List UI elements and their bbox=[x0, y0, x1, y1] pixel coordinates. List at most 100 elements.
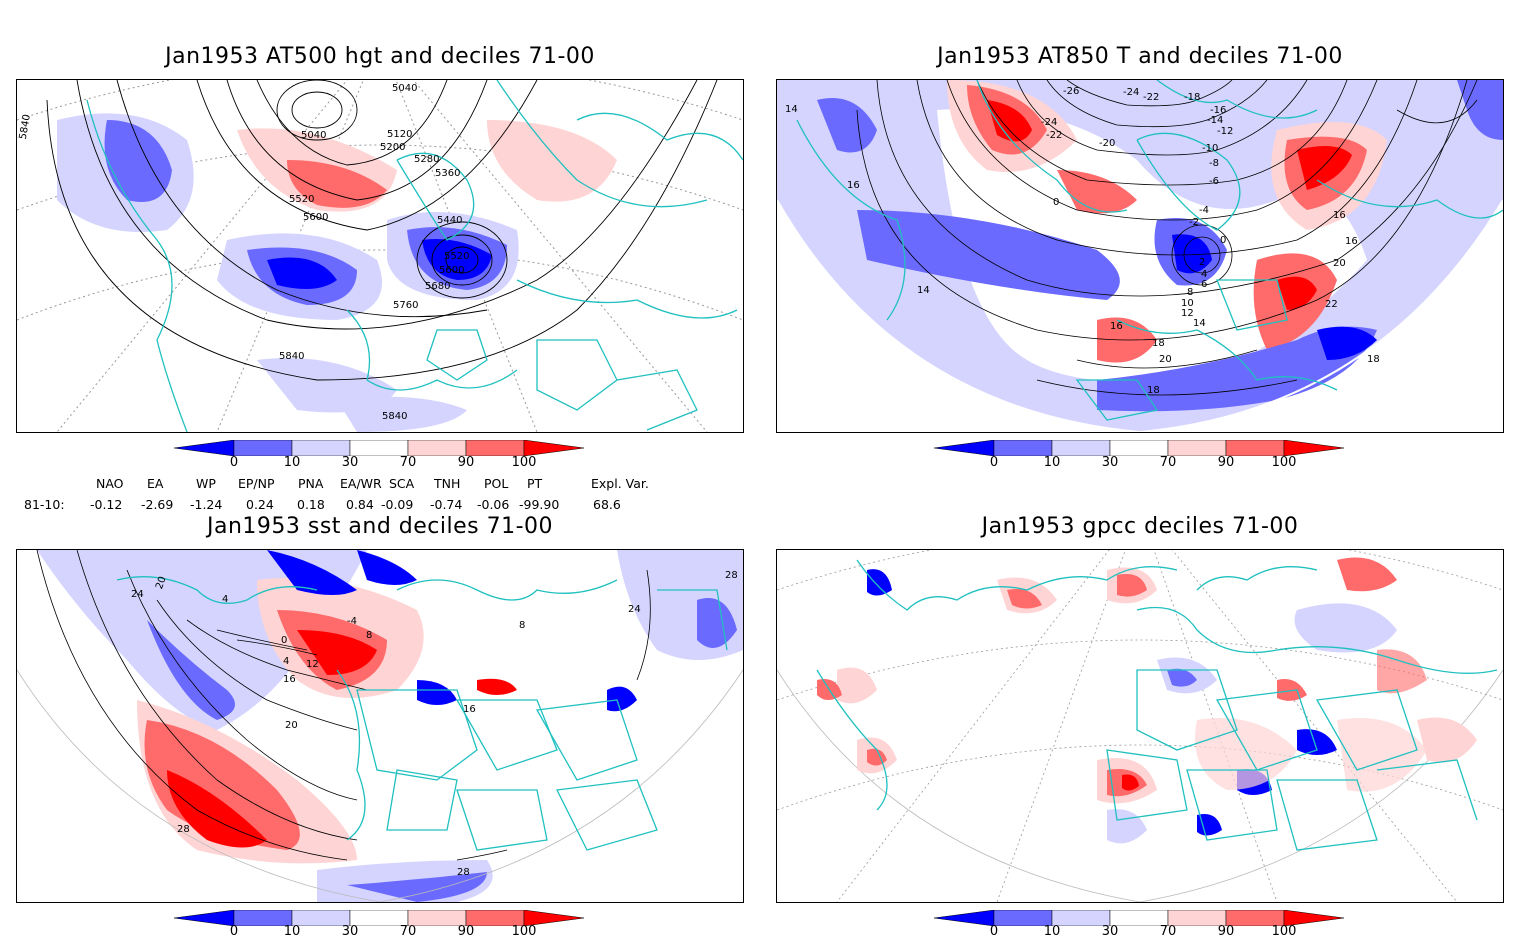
contour-label: 5600 bbox=[439, 265, 464, 276]
index-value: -1.24 bbox=[190, 497, 223, 512]
colorbar-swatch bbox=[173, 439, 235, 457]
contour-label: 5760 bbox=[393, 300, 418, 311]
panel-title-t850: Jan1953 AT850 T and deciles 71-00 bbox=[937, 44, 1343, 69]
contour-label: 5840 bbox=[279, 351, 304, 362]
map-sst: 24 20 4 8 0 4 12 16 20 24 28 28 28 16 -4… bbox=[17, 550, 743, 902]
colorbar-swatch bbox=[407, 439, 467, 457]
colorbar-swatches bbox=[173, 439, 585, 457]
colorbar-swatch bbox=[349, 439, 409, 457]
contour-label: -10 bbox=[1202, 143, 1218, 154]
contour-label: 12 bbox=[306, 659, 319, 670]
index-header: Expl. Var. bbox=[591, 476, 649, 491]
contour-label: -2 bbox=[1189, 217, 1199, 228]
contour-label: 14 bbox=[1193, 318, 1206, 329]
contour-label: 20 bbox=[1159, 354, 1172, 365]
index-header: POL bbox=[484, 476, 509, 491]
contour-label: -14 bbox=[1207, 115, 1223, 126]
colorbar-label: 70 bbox=[399, 455, 417, 470]
colorbar-swatch bbox=[1167, 439, 1227, 457]
colorbar-label: 30 bbox=[341, 455, 359, 470]
contour-label: 2 bbox=[1199, 257, 1205, 268]
contour-label: 5360 bbox=[435, 168, 460, 179]
contour-label: 28 bbox=[457, 867, 470, 878]
contour-label: 16 bbox=[1345, 236, 1358, 247]
colorbar-swatch bbox=[173, 909, 235, 927]
index-value: -0.06 bbox=[477, 497, 510, 512]
contour-label: 5440 bbox=[437, 215, 462, 226]
contour-label: 22 bbox=[1325, 299, 1338, 310]
contour-label: 18 bbox=[1367, 354, 1380, 365]
contour-label: 0 bbox=[1053, 197, 1059, 208]
contour-label: 6 bbox=[1201, 279, 1207, 290]
contour-label: 18 bbox=[1147, 385, 1160, 396]
colorbar-label: 70 bbox=[1159, 455, 1177, 470]
index-value: -2.69 bbox=[141, 497, 174, 512]
contour-label: 16 bbox=[283, 674, 296, 685]
colorbar-gpcc: 0 10 30 70 90 100 bbox=[933, 909, 1345, 940]
index-header: EP/NP bbox=[238, 476, 275, 491]
contour-label: 24 bbox=[628, 604, 641, 615]
contour-label: 5200 bbox=[380, 142, 405, 153]
contour-label: 10 bbox=[1181, 298, 1194, 309]
contour-label: 14 bbox=[917, 285, 930, 296]
index-row-label: 81-10: bbox=[24, 497, 65, 512]
contour-label: -18 bbox=[1184, 92, 1200, 103]
colorbar-swatch bbox=[933, 439, 995, 457]
colorbar-swatches bbox=[933, 909, 1345, 927]
colorbar-t850: 0 10 30 70 90 100 bbox=[933, 439, 1345, 474]
contour-label: 20 bbox=[1333, 258, 1346, 269]
contour-label: -20 bbox=[1099, 138, 1115, 149]
index-header: PNA bbox=[298, 476, 324, 491]
colorbar-label: 0 bbox=[229, 924, 239, 939]
contour-label: -4 bbox=[1199, 205, 1209, 216]
map-panel-sst: 24 20 4 8 0 4 12 16 20 24 28 28 28 16 -4… bbox=[16, 549, 744, 903]
contour-label: -22 bbox=[1046, 130, 1062, 141]
colorbar-hgt500: 0 10 30 70 90 100 bbox=[173, 439, 585, 474]
colorbar-swatch bbox=[993, 439, 1053, 457]
colorbar-label: 100 bbox=[511, 455, 537, 470]
contour-label: 18 bbox=[1152, 338, 1165, 349]
contour-label: 5280 bbox=[414, 154, 439, 165]
colorbar-swatch bbox=[933, 909, 995, 927]
index-header: PT bbox=[527, 476, 543, 491]
colorbar-label: 70 bbox=[399, 924, 417, 939]
colorbar-label: 0 bbox=[989, 924, 999, 939]
map-panel-gpcc bbox=[776, 549, 1504, 903]
colorbar-label: 100 bbox=[1271, 924, 1297, 939]
colorbar-swatch bbox=[1283, 909, 1345, 927]
colorbar-label: 30 bbox=[1101, 455, 1119, 470]
index-header: TNH bbox=[434, 476, 461, 491]
index-value: -0.12 bbox=[90, 497, 123, 512]
colorbar-label: 100 bbox=[511, 924, 537, 939]
colorbar-label: 10 bbox=[1043, 455, 1061, 470]
colorbar-swatch bbox=[291, 439, 351, 457]
contour-label: 5120 bbox=[387, 129, 412, 140]
contour-label: 20 bbox=[154, 575, 169, 591]
colorbar-sst: 0 10 30 70 90 100 bbox=[173, 909, 585, 940]
colorbar-swatches bbox=[933, 439, 1345, 457]
contour-labels-t850: -26 -24 -22 -18 -16 -14 -12 -10 -8 -6 -4… bbox=[785, 86, 1380, 396]
contour-label: 14 bbox=[785, 104, 798, 115]
contour-label: -24 bbox=[1041, 117, 1057, 128]
contour-label: 5040 bbox=[301, 130, 326, 141]
contour-label: 5600 bbox=[303, 212, 328, 223]
contour-label: -6 bbox=[1209, 176, 1219, 187]
index-header: WP bbox=[196, 476, 216, 491]
contour-label: 20 bbox=[285, 720, 298, 731]
colorbar-swatch bbox=[523, 439, 585, 457]
colorbar-label: 90 bbox=[1217, 924, 1235, 939]
contour-label: 5040 bbox=[392, 83, 417, 94]
index-value: -99.90 bbox=[519, 497, 560, 512]
colorbar-label: 10 bbox=[1043, 924, 1061, 939]
contour-label: 8 bbox=[366, 630, 372, 641]
colorbar-label: 70 bbox=[1159, 924, 1177, 939]
contour-label: 0 bbox=[1220, 235, 1226, 246]
contour-labels-hgt500: 5040 5040 5120 5200 5280 5360 5520 5600 … bbox=[18, 83, 470, 422]
colorbar-label: 90 bbox=[457, 924, 475, 939]
index-value: 0.24 bbox=[246, 497, 274, 512]
contour-label: 16 bbox=[463, 704, 476, 715]
colorbar-label: 10 bbox=[283, 924, 301, 939]
contour-label: 5840 bbox=[18, 113, 33, 140]
contour-label: -24 bbox=[1123, 87, 1139, 98]
index-header: EA bbox=[147, 476, 164, 491]
